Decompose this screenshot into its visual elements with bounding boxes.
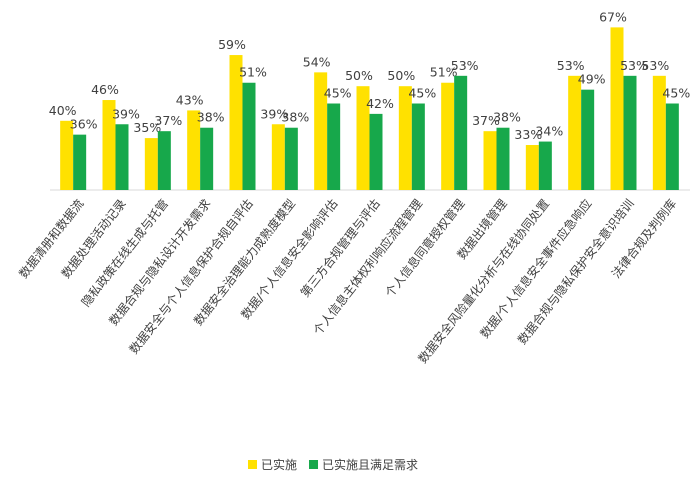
bar	[144, 138, 158, 190]
bar	[623, 75, 637, 190]
data-label: 38%	[281, 110, 309, 125]
data-label: 36%	[70, 117, 98, 132]
data-label: 53%	[641, 58, 669, 73]
legend-swatch	[309, 460, 319, 469]
x-tick-label: 隐私政策在线生成与托管	[78, 196, 171, 309]
bar	[525, 145, 539, 190]
bar	[115, 124, 129, 190]
bar	[483, 131, 497, 190]
legend-label: 已实施且满足需求	[322, 457, 418, 472]
data-label: 49%	[578, 72, 606, 87]
data-label: 54%	[303, 54, 331, 69]
data-label: 45%	[408, 86, 436, 101]
bar	[327, 103, 341, 190]
bar	[538, 141, 552, 190]
bar	[568, 75, 582, 190]
bar	[242, 82, 256, 190]
bar	[271, 124, 285, 190]
bar	[284, 127, 298, 190]
x-tick-label: 第三方合规管理与评估	[297, 196, 383, 300]
data-label: 45%	[662, 86, 690, 101]
bar	[102, 100, 116, 190]
data-label: 38%	[197, 110, 225, 125]
bar	[314, 72, 328, 190]
data-label: 34%	[535, 124, 563, 139]
data-label: 45%	[324, 86, 352, 101]
data-label: 40%	[49, 103, 77, 118]
data-label: 53%	[557, 58, 585, 73]
data-label: 39%	[260, 106, 288, 121]
bar	[454, 75, 468, 190]
data-label: 39%	[112, 106, 140, 121]
data-label: 51%	[430, 65, 458, 80]
bar	[200, 127, 214, 190]
bar	[411, 103, 425, 190]
legend-swatch	[248, 460, 257, 469]
data-label: 46%	[91, 82, 119, 97]
bar	[665, 103, 679, 190]
data-label: 53%	[620, 58, 648, 73]
bar	[187, 110, 201, 190]
bar	[73, 134, 87, 190]
data-label: 37%	[472, 113, 500, 128]
data-label: 50%	[345, 68, 373, 83]
data-label: 35%	[133, 120, 161, 135]
data-label: 51%	[239, 65, 267, 80]
data-label: 59%	[218, 37, 246, 52]
data-label: 33%	[514, 127, 542, 142]
data-label: 37%	[154, 113, 182, 128]
data-label: 43%	[176, 92, 204, 107]
legend-label: 已实施	[261, 457, 297, 472]
data-label: 53%	[451, 58, 479, 73]
data-label: 38%	[493, 110, 521, 125]
bar	[581, 89, 595, 190]
bar	[356, 86, 370, 190]
bar	[369, 113, 383, 190]
bar	[496, 127, 510, 190]
bar	[60, 120, 74, 190]
data-label: 42%	[366, 96, 394, 111]
data-label: 50%	[387, 68, 415, 83]
bar	[398, 86, 412, 190]
bar	[229, 55, 243, 191]
x-tick-label: 个人信息同意授权管理	[382, 196, 468, 300]
bar	[610, 27, 624, 190]
data-label: 67%	[599, 9, 627, 24]
bar	[652, 75, 666, 190]
bar	[157, 131, 171, 190]
bar	[441, 82, 455, 190]
